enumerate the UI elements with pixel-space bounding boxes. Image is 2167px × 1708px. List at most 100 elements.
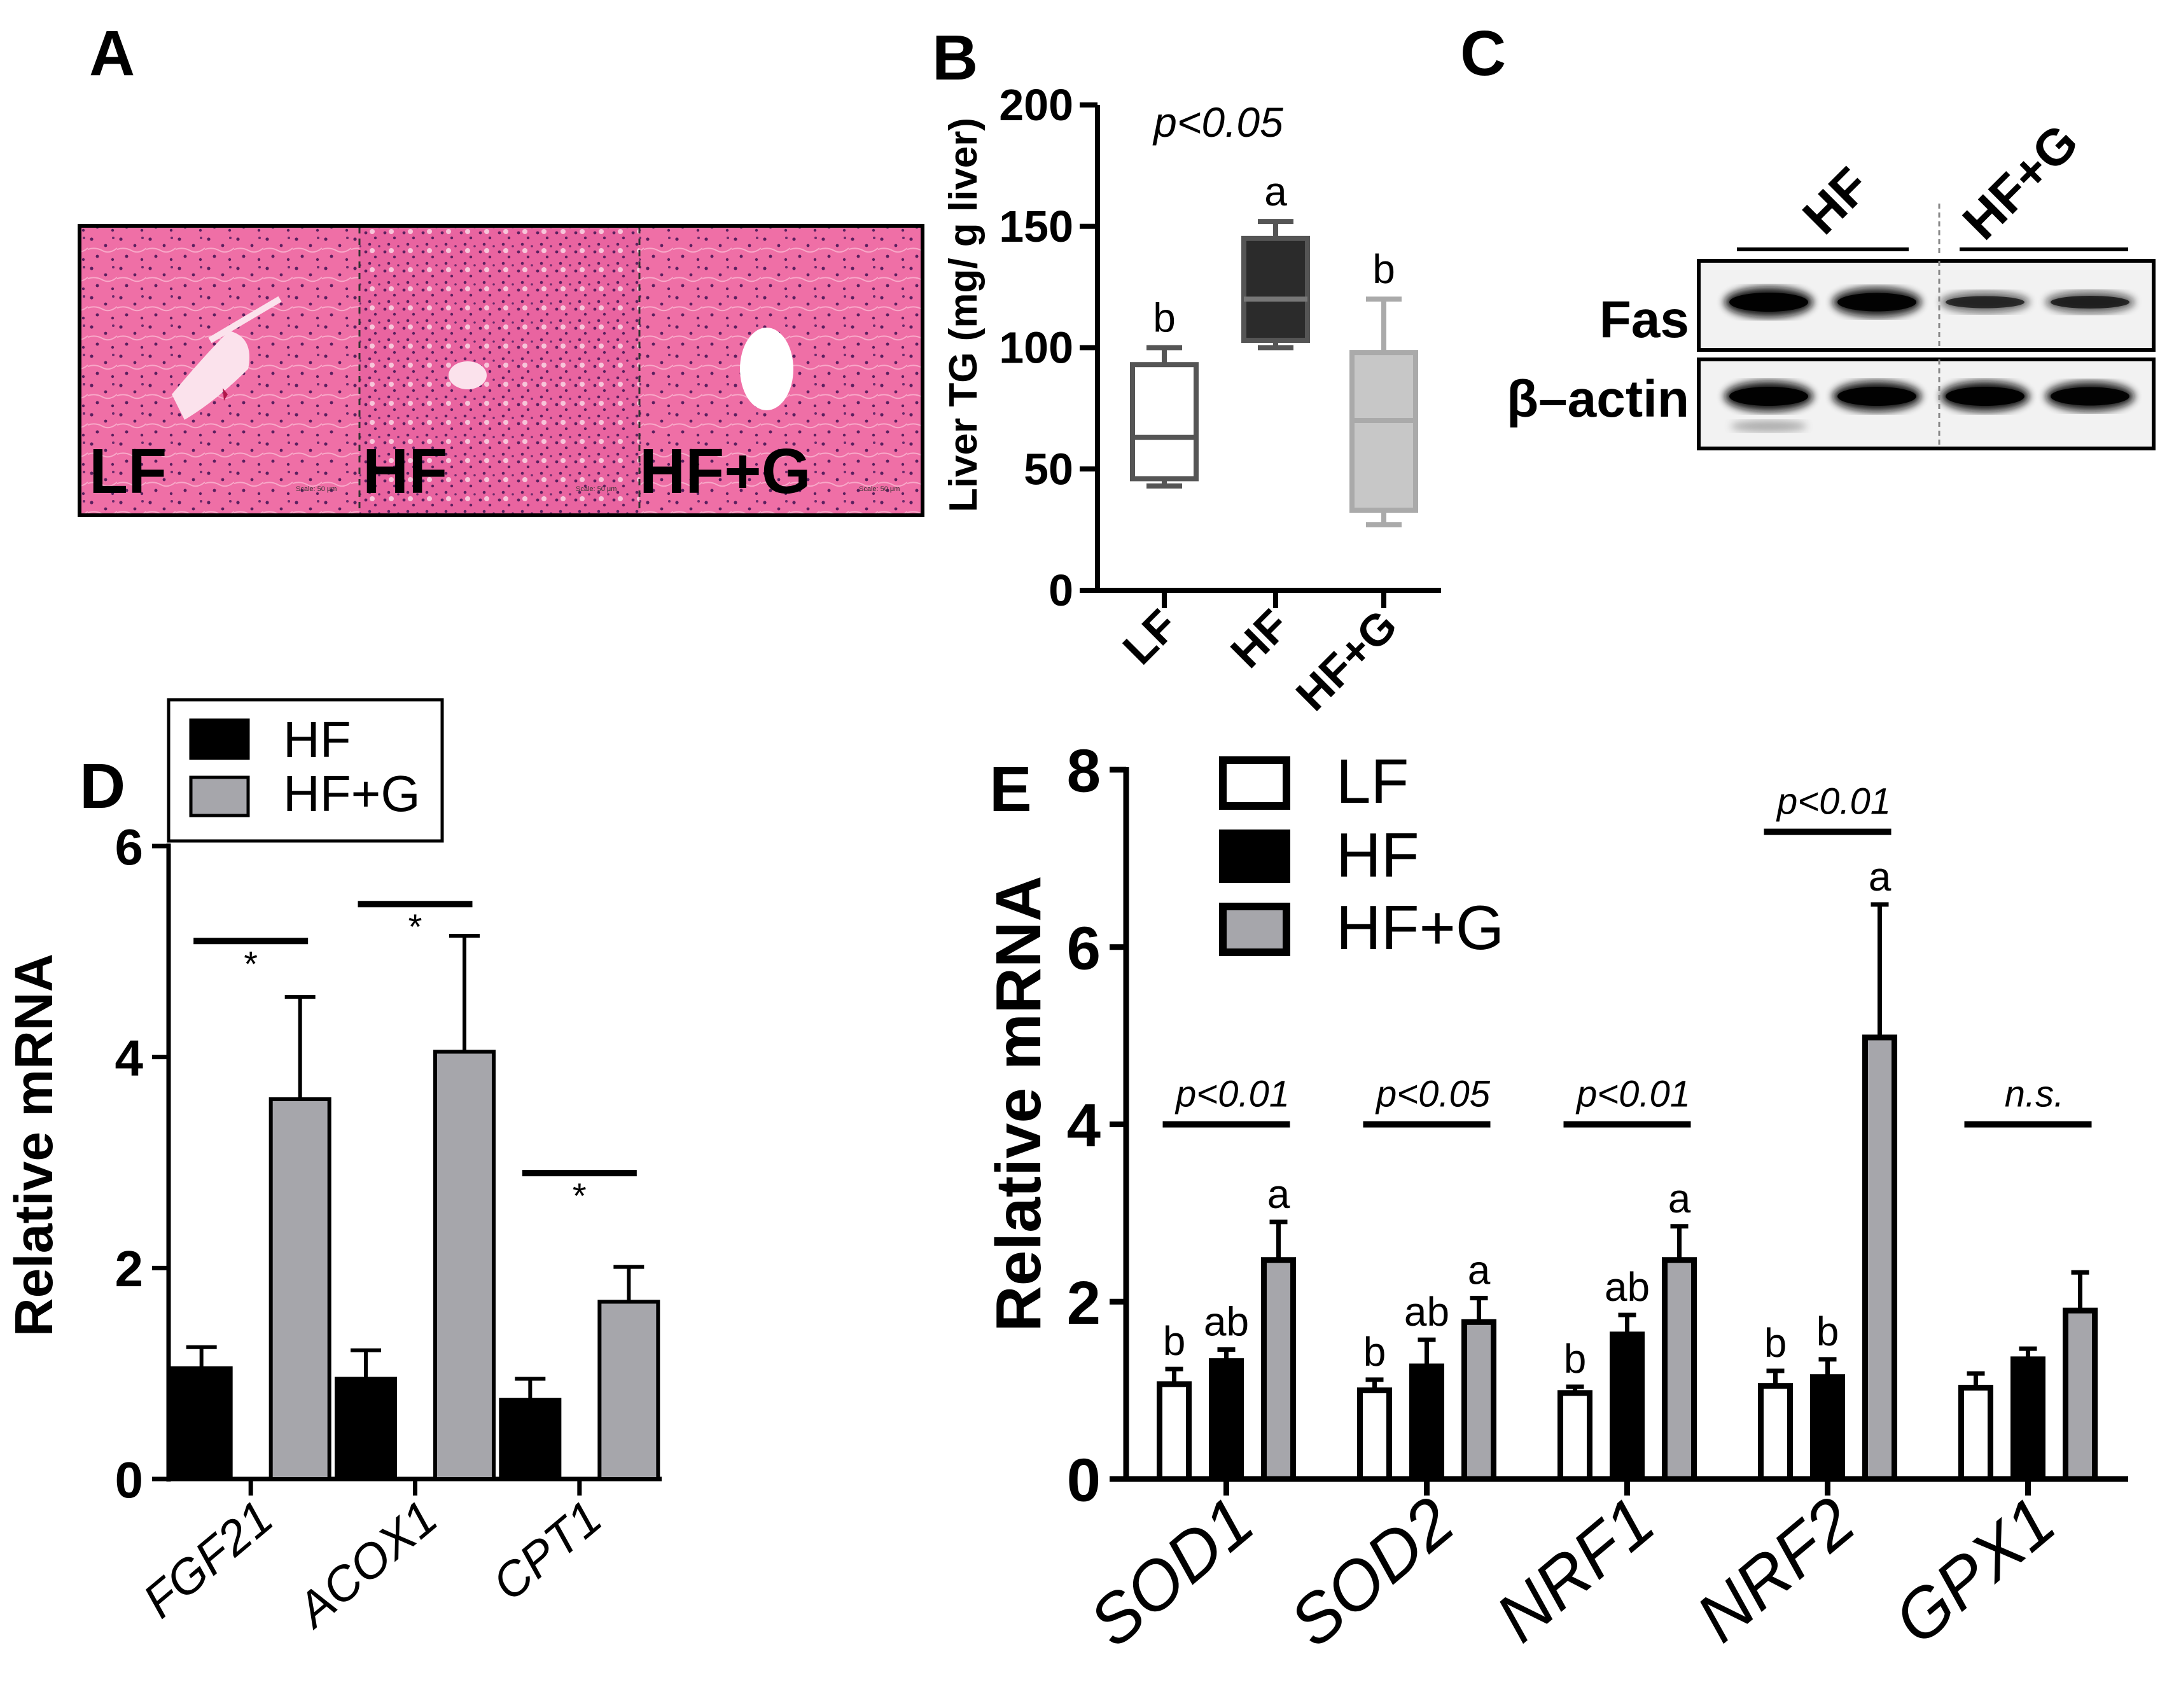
e-significance-letter: a [1267, 1171, 1290, 1217]
d-bar-hfg [597, 1300, 660, 1482]
e-bar-hf [1209, 1358, 1244, 1482]
d-bar-hf [170, 1366, 233, 1481]
c-group-hfg: HF+G [1952, 113, 2089, 250]
d-ylabel: Relative mRNA [4, 954, 64, 1337]
b-box-lf: b [1130, 295, 1199, 489]
d-y-tick-label: 6 [115, 819, 144, 875]
blot-row-fas [1697, 259, 2156, 352]
e-significance-letter: ab [1404, 1289, 1449, 1335]
e-significance-letter: ab [1204, 1299, 1249, 1345]
d-y-tick-label: 2 [115, 1240, 144, 1297]
b-letter: a [1264, 169, 1287, 214]
e-bar-hf [2010, 1356, 2045, 1482]
d-significance-star: * [244, 943, 258, 983]
blot-band-core [2051, 296, 2129, 309]
blot-label-fas: Fas [1599, 291, 1689, 349]
e-legend-label-hf: HF [1336, 820, 1419, 890]
e-bar-hfg [1461, 1319, 1496, 1482]
e-bar-hf [1810, 1374, 1845, 1482]
blot-band-core [1946, 387, 2024, 406]
blot-band-core [1729, 293, 1808, 312]
e-x-tick-label: SOD2 [1275, 1482, 1468, 1662]
e-bar-hfg [1662, 1257, 1697, 1482]
d-legend-label-hf: HF [283, 711, 351, 768]
e-legend-label-lf: LF [1336, 746, 1409, 816]
blot-row-actin [1697, 358, 2156, 450]
b-pvalue: p<0.05 [1152, 99, 1283, 146]
histology-hf-background [359, 227, 639, 514]
e-pvalue-label: p<0.01 [1575, 1074, 1690, 1115]
e-y-tick-label: 4 [1067, 1092, 1101, 1160]
histology-frame [78, 224, 924, 517]
b-y-tick-label: 100 [999, 323, 1073, 373]
scale-bar-text: Scale: 50 μm [859, 485, 900, 493]
blot-band-core [1729, 387, 1808, 406]
d-significance-star: * [408, 906, 422, 947]
blot-band-core [1946, 296, 2024, 309]
scale-bar-text: Scale: 50 μm [576, 485, 617, 493]
d-x-tick-label: FGF21 [133, 1490, 283, 1628]
panel-letter-b: B [932, 22, 978, 94]
e-y-tick-label: 8 [1067, 737, 1101, 805]
b-x-tick-label: HF+G [1286, 600, 1407, 720]
e-bar-hf [1409, 1363, 1444, 1482]
panel-letter-e: E [989, 754, 1032, 825]
e-significance-letter: b [1816, 1309, 1839, 1354]
d-bar-hfg [433, 1050, 496, 1481]
e-bar-lf [1357, 1387, 1392, 1482]
b-y-tick-label: 150 [999, 202, 1073, 251]
panel-b: B Liver TG (mg/ g liver) p<0.05 0 50 100 15… [932, 22, 1441, 720]
d-legend-swatch-hfg [189, 775, 250, 817]
e-legend-label-hfg: HF+G [1336, 892, 1504, 962]
c-blots [1697, 204, 2156, 450]
e-bar-hfg [2063, 1307, 2098, 1482]
e-bar-hf [1610, 1331, 1645, 1482]
blot-band-core [2051, 387, 2129, 406]
e-x-tick-label: NRF2 [1682, 1482, 1869, 1656]
blood-cell [223, 388, 228, 401]
b-box [1241, 235, 1310, 344]
b-x-tick-label: LF [1113, 600, 1187, 674]
d-y-tick-label: 0 [115, 1452, 144, 1508]
d-legend-swatch-hf [189, 718, 250, 760]
b-y-tick-label: 200 [999, 80, 1073, 130]
e-y-tick-label: 0 [1067, 1447, 1101, 1515]
b-box [1349, 350, 1418, 513]
d-x-tick-label: ACOX1 [285, 1490, 447, 1639]
b-box-hfg: b [1349, 246, 1418, 527]
blot-band-faint [1731, 420, 1807, 432]
d-group-cpt1 [499, 1265, 660, 1482]
e-significance-letter: b [1363, 1329, 1386, 1375]
d-group-fgf21 [170, 995, 331, 1481]
e-bar-hfg [1261, 1257, 1296, 1482]
e-legend-swatch-hf [1219, 830, 1290, 883]
d-legend-label-hfg: HF+G [283, 765, 421, 822]
vessel-shape [208, 296, 282, 344]
d-bar-hf [499, 1398, 562, 1481]
e-legend-swatch-lf [1219, 756, 1290, 810]
d-y-tick-label: 4 [115, 1029, 144, 1086]
panel-letter-d: D [80, 751, 125, 822]
panel-letter-a: A [89, 18, 135, 89]
blot-label-actin: β–actin [1507, 370, 1689, 428]
blot-band-core [1837, 387, 1916, 406]
e-y-tick-label: 6 [1067, 914, 1101, 982]
vessel-shape [172, 331, 249, 420]
panel-d: D Relative mRNA HF HF+G 0 2 4 6 FGF21 ACOX1 CP… [4, 698, 662, 1639]
blot-band-core [1837, 293, 1916, 312]
b-y-tick-label: 50 [1024, 444, 1073, 494]
e-ylabel: Relative mRNA [983, 876, 1054, 1332]
e-pvalue-label: p<0.01 [1174, 1074, 1290, 1115]
b-x-tick-label: HF [1221, 600, 1298, 677]
d-bar-hfg [268, 1097, 331, 1481]
e-significance-letter: b [1163, 1318, 1186, 1364]
panel-a: A LF HF HF+G Scale: 50 μm Scale: 50 μm S… [78, 18, 924, 517]
b-box [1130, 362, 1199, 482]
d-legend: HF HF+G [167, 698, 444, 843]
e-significance-letter: a [1468, 1247, 1491, 1293]
e-group-gpx1 [1958, 1270, 2098, 1482]
e-bar-lf [1557, 1390, 1592, 1482]
scale-bar-text: Scale: 50 μm [296, 485, 337, 493]
